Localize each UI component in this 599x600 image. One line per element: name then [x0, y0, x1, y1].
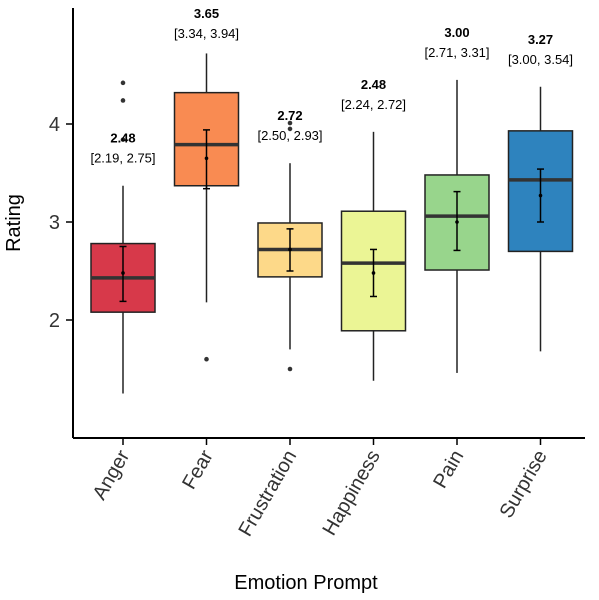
x-tick-label-surprise: Surprise [496, 447, 552, 523]
outlier-point [120, 137, 126, 142]
ci-label: [3.34, 3.94] [174, 26, 239, 41]
axes-layer [72, 8, 585, 439]
ci-label: [2.71, 3.31] [424, 45, 489, 60]
boxes-layer [90, 53, 574, 394]
outlier-point [204, 356, 209, 362]
mean-point [538, 193, 543, 198]
box-group-anger [90, 80, 156, 394]
ci-label: [2.24, 2.72] [341, 97, 406, 112]
mean-label: 2.48 [361, 77, 386, 92]
mean-label: 2.72 [277, 108, 302, 123]
mean-point [204, 156, 209, 161]
x-tick-label-happiness: Happiness [319, 447, 385, 540]
mean-label: 2.48 [110, 131, 135, 146]
mean-label: 3.00 [444, 25, 469, 40]
mean-point [121, 271, 125, 275]
box-group-frustration [257, 120, 323, 372]
y-tick-label: 3 [49, 212, 60, 234]
y-axis-title: Rating [3, 194, 25, 252]
outlier-point [287, 366, 293, 372]
x-axis-title: Emotion Prompt [234, 572, 378, 594]
outlier-point [120, 80, 126, 86]
x-tick-label-pain: Pain [429, 447, 468, 493]
mean-label: 3.65 [194, 6, 219, 21]
mean-point [371, 271, 376, 275]
ci-label: [2.19, 2.75] [90, 151, 155, 166]
ci-label: [2.50, 2.93] [257, 128, 322, 143]
x-ticks: Anger Fear Frustration Happiness Pain Surpris… [89, 438, 552, 540]
box-group-fear [173, 53, 240, 362]
box-group-pain [424, 79, 490, 373]
x-tick-label-fear: Fear [178, 446, 218, 493]
x-tick-label-anger: Anger [89, 446, 135, 504]
y-tick-label: 4 [49, 114, 60, 136]
mean-point [455, 220, 459, 224]
box-group-surprise [507, 86, 574, 352]
outlier-point [120, 98, 126, 103]
outlier-point [287, 126, 293, 132]
mean-label: 3.27 [528, 32, 553, 47]
x-tick-label-frustration: Frustration [234, 447, 301, 541]
y-ticks: 2 3 4 [49, 114, 73, 332]
annotation-layer: 2.48 [2.19, 2.75] 3.65 [3.34, 3.94] 2.72 [2.5… [90, 6, 573, 166]
ci-label: [3.00, 3.54] [508, 52, 573, 67]
mean-point [288, 247, 292, 252]
outlier-point [287, 120, 293, 126]
box-group-happiness [340, 131, 407, 381]
y-tick-label: 2 [49, 310, 60, 332]
